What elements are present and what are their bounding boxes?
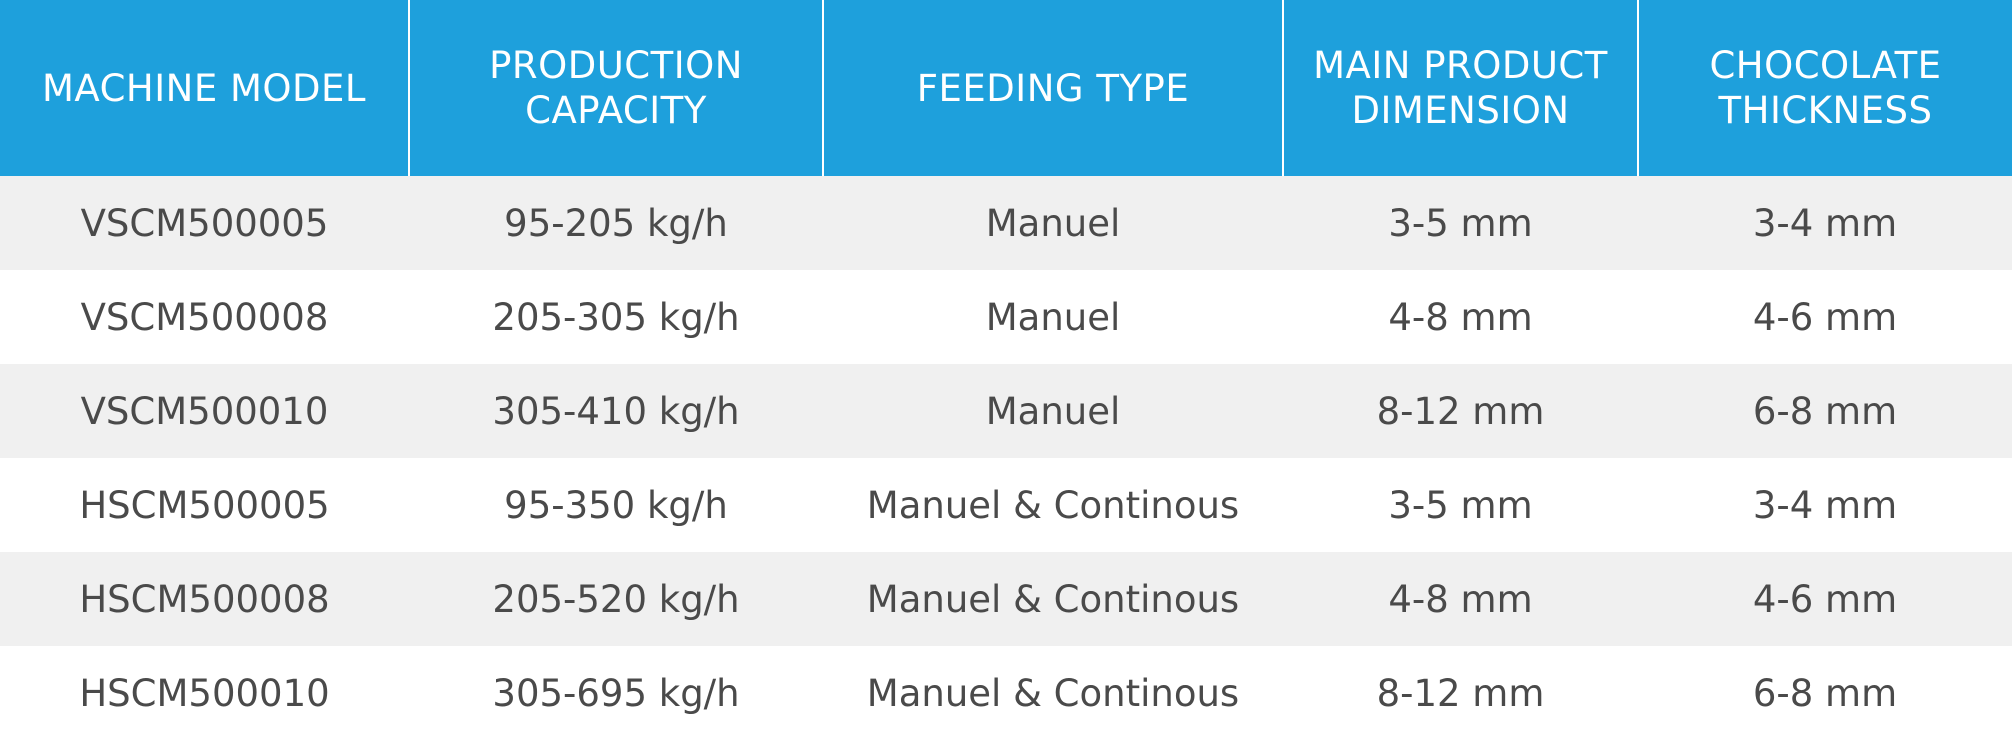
- cell-main-product-dimension: 8-12 mm: [1283, 646, 1638, 740]
- cell-production-capacity: 205-520 kg/h: [409, 552, 823, 646]
- cell-feeding-type: Manuel: [823, 270, 1283, 364]
- cell-chocolate-thickness: 3-4 mm: [1638, 458, 2012, 552]
- cell-machine-model: HSCM500008: [0, 552, 409, 646]
- cell-machine-model: HSCM500010: [0, 646, 409, 740]
- table-row: HSCM500008 205-520 kg/h Manuel & Contino…: [0, 552, 2012, 646]
- header-main-product-dimension: MAIN PRODUCT DIMENSION: [1283, 0, 1639, 176]
- cell-chocolate-thickness: 4-6 mm: [1638, 270, 2012, 364]
- cell-main-product-dimension: 4-8 mm: [1283, 270, 1638, 364]
- header-label-line-1: PRODUCTION: [489, 44, 743, 87]
- cell-machine-model: HSCM500005: [0, 458, 409, 552]
- cell-main-product-dimension: 3-5 mm: [1283, 458, 1638, 552]
- cell-production-capacity: 305-410 kg/h: [409, 364, 823, 458]
- cell-machine-model: VSCM500005: [0, 176, 409, 270]
- table-header: MACHINE MODEL PRODUCTION CAPACITY FEEDIN…: [0, 0, 2012, 176]
- cell-main-product-dimension: 3-5 mm: [1283, 176, 1638, 270]
- header-row: MACHINE MODEL PRODUCTION CAPACITY FEEDIN…: [0, 0, 2012, 176]
- header-label-line-2: THICKNESS: [1718, 89, 1933, 132]
- cell-feeding-type: Manuel & Continous: [823, 552, 1283, 646]
- cell-chocolate-thickness: 6-8 mm: [1638, 646, 2012, 740]
- header-label: MACHINE MODEL: [42, 66, 366, 110]
- header-label-line-1: CHOCOLATE: [1709, 44, 1942, 87]
- table-row: VSCM500008 205-305 kg/h Manuel 4-8 mm 4-…: [0, 270, 2012, 364]
- table-row: HSCM500010 305-695 kg/h Manuel & Contino…: [0, 646, 2012, 740]
- cell-production-capacity: 95-205 kg/h: [409, 176, 823, 270]
- cell-machine-model: VSCM500010: [0, 364, 409, 458]
- header-machine-model: MACHINE MODEL: [0, 0, 410, 176]
- cell-production-capacity: 305-695 kg/h: [409, 646, 823, 740]
- table-body: VSCM500005 95-205 kg/h Manuel 3-5 mm 3-4…: [0, 176, 2012, 740]
- cell-feeding-type: Manuel: [823, 176, 1283, 270]
- cell-production-capacity: 205-305 kg/h: [409, 270, 823, 364]
- table-row: VSCM500010 305-410 kg/h Manuel 8-12 mm 6…: [0, 364, 2012, 458]
- cell-main-product-dimension: 8-12 mm: [1283, 364, 1638, 458]
- cell-machine-model: VSCM500008: [0, 270, 409, 364]
- header-production-capacity: PRODUCTION CAPACITY: [409, 0, 824, 176]
- table-row: HSCM500005 95-350 kg/h Manuel & Continou…: [0, 458, 2012, 552]
- cell-feeding-type: Manuel & Continous: [823, 458, 1283, 552]
- header-label-line-1: MAIN PRODUCT: [1313, 44, 1608, 87]
- header-feeding-type: FEEDING TYPE: [823, 0, 1284, 176]
- cell-chocolate-thickness: 3-4 mm: [1638, 176, 2012, 270]
- cell-feeding-type: Manuel & Continous: [823, 646, 1283, 740]
- cell-chocolate-thickness: 6-8 mm: [1638, 364, 2012, 458]
- table-row: VSCM500005 95-205 kg/h Manuel 3-5 mm 3-4…: [0, 176, 2012, 270]
- header-label: FEEDING TYPE: [916, 66, 1190, 110]
- header-label-line-2: CAPACITY: [525, 89, 707, 132]
- cell-production-capacity: 95-350 kg/h: [409, 458, 823, 552]
- header-chocolate-thickness: CHOCOLATE THICKNESS: [1638, 0, 2012, 176]
- header-label-line-2: DIMENSION: [1351, 89, 1570, 132]
- cell-feeding-type: Manuel: [823, 364, 1283, 458]
- cell-main-product-dimension: 4-8 mm: [1283, 552, 1638, 646]
- cell-chocolate-thickness: 4-6 mm: [1638, 552, 2012, 646]
